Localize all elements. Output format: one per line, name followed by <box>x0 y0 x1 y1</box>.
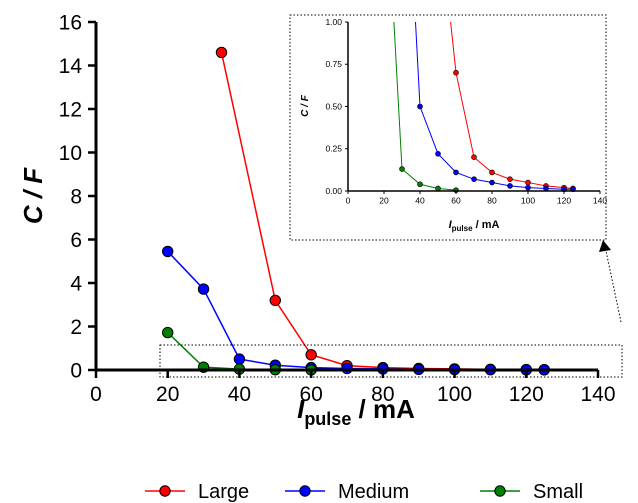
inset-point-large <box>471 154 477 160</box>
main-y-axis-label: C / F <box>18 167 48 224</box>
main-point-small <box>162 326 174 339</box>
inset-y-tick-label: 0.75 <box>325 59 342 69</box>
main-x-tick-label: 40 <box>228 383 251 406</box>
main-x-ticks: 0 20 40 60 80 100 120 140 <box>90 370 616 406</box>
main-x-tick-label: 80 <box>371 383 394 406</box>
inset-y-tick-label: 0.50 <box>325 101 342 111</box>
main-plot: 0 2 4 6 8 10 12 14 16 0 20 40 60 80 100 120 140 C / F I… <box>18 11 616 429</box>
inset-frame <box>289 14 607 241</box>
inset-point-medium <box>435 151 441 157</box>
main-y-tick-label: 14 <box>59 55 83 78</box>
main-point-medium <box>162 245 174 258</box>
legend-marker-medium <box>299 485 311 497</box>
inset-point-small <box>399 166 405 172</box>
inset-point-medium <box>543 185 549 192</box>
main-series-group <box>162 46 550 376</box>
inset-y-tick-label: 0.00 <box>325 186 342 196</box>
main-y-tick-label: 8 <box>70 185 82 208</box>
main-y-tick-label: 12 <box>59 98 82 121</box>
main-y-tick-label: 16 <box>59 11 82 34</box>
main-x-label-subscript: pulse <box>304 409 351 429</box>
legend: Large Medium Small <box>145 481 583 503</box>
main-point-medium <box>341 362 353 375</box>
inset-y-axis-label: C / F <box>300 94 311 117</box>
main-x-label-unit: / mA <box>351 394 415 424</box>
main-y-tick-label: 10 <box>59 142 82 165</box>
inset-point-medium <box>489 179 495 186</box>
inset-series-group <box>393 21 576 193</box>
inset-point-medium <box>453 169 459 176</box>
main-x-tick-label: 100 <box>437 383 472 406</box>
main-x-tick-label: 60 <box>299 383 322 406</box>
legend-label-large: Large <box>198 481 249 503</box>
inset-point-medium <box>471 176 477 182</box>
main-y-ticks: 0 2 4 6 8 10 12 14 16 <box>59 11 96 382</box>
main-x-tick-label: 0 <box>90 383 102 406</box>
inset-x-tick-label: 60 <box>451 195 461 205</box>
main-point-medium <box>233 353 246 365</box>
main-y-tick-label: 6 <box>70 229 82 252</box>
main-series-line-medium <box>167 250 545 371</box>
inset-y-tick-label: 0.25 <box>325 144 342 154</box>
inset-point-large <box>525 179 531 186</box>
inset-x-axis-label: Ipulse / mA <box>449 219 500 233</box>
main-point-large <box>215 46 228 59</box>
inset-y-tick-label: 1.00 <box>325 17 342 27</box>
main-x-label-symbol: I <box>297 394 305 424</box>
main-x-axis-label: Ipulse / mA <box>297 394 415 429</box>
inset-point-medium <box>417 103 423 110</box>
inset-point-medium <box>525 184 531 191</box>
main-y-tick-label: 4 <box>70 272 82 295</box>
main-x-tick-label: 140 <box>580 383 615 406</box>
main-x-tick-label: 120 <box>509 383 544 406</box>
inset-x-label-subscript: pulse <box>452 224 473 233</box>
legend-label-medium: Medium <box>338 481 409 503</box>
main-point-large <box>305 349 317 361</box>
inset-point-small <box>435 185 441 192</box>
inset-x-tick-label: 140 <box>593 195 607 205</box>
main-y-tick-label: 0 <box>70 359 82 382</box>
inset-point-large <box>453 69 459 76</box>
inset-x-tick-label: 120 <box>557 195 571 205</box>
inset-x-tick-label: 80 <box>487 195 497 205</box>
inset-x-label-symbol: I <box>449 219 453 231</box>
inset-x-ticks: 0 20 40 60 80 100 120 140 <box>346 191 607 205</box>
inset-point-medium <box>507 183 513 189</box>
legend-label-small: Small <box>533 481 583 503</box>
inset-plot: 0.000.250.500.751.00 0 20 40 60 80 100 120 140 … <box>289 14 607 241</box>
zoom-region-box <box>159 344 623 378</box>
main-x-tick-label: 20 <box>156 383 179 406</box>
inset-point-small <box>417 181 423 188</box>
main-y-tick-label: 2 <box>70 316 82 339</box>
legend-marker-large <box>159 485 171 497</box>
inset-x-tick-label: 40 <box>415 195 425 205</box>
inset-point-large <box>507 176 513 182</box>
inset-x-tick-label: 20 <box>379 195 389 205</box>
main-point-medium <box>197 283 210 295</box>
inset-x-tick-label: 100 <box>521 195 535 205</box>
main-point-large <box>269 294 281 307</box>
inset-x-label-unit: / mA <box>473 219 500 231</box>
inset-x-tick-label: 0 <box>346 195 351 205</box>
inset-point-large <box>489 169 495 176</box>
zoom-arrow <box>599 240 622 323</box>
legend-marker-small <box>494 485 506 497</box>
